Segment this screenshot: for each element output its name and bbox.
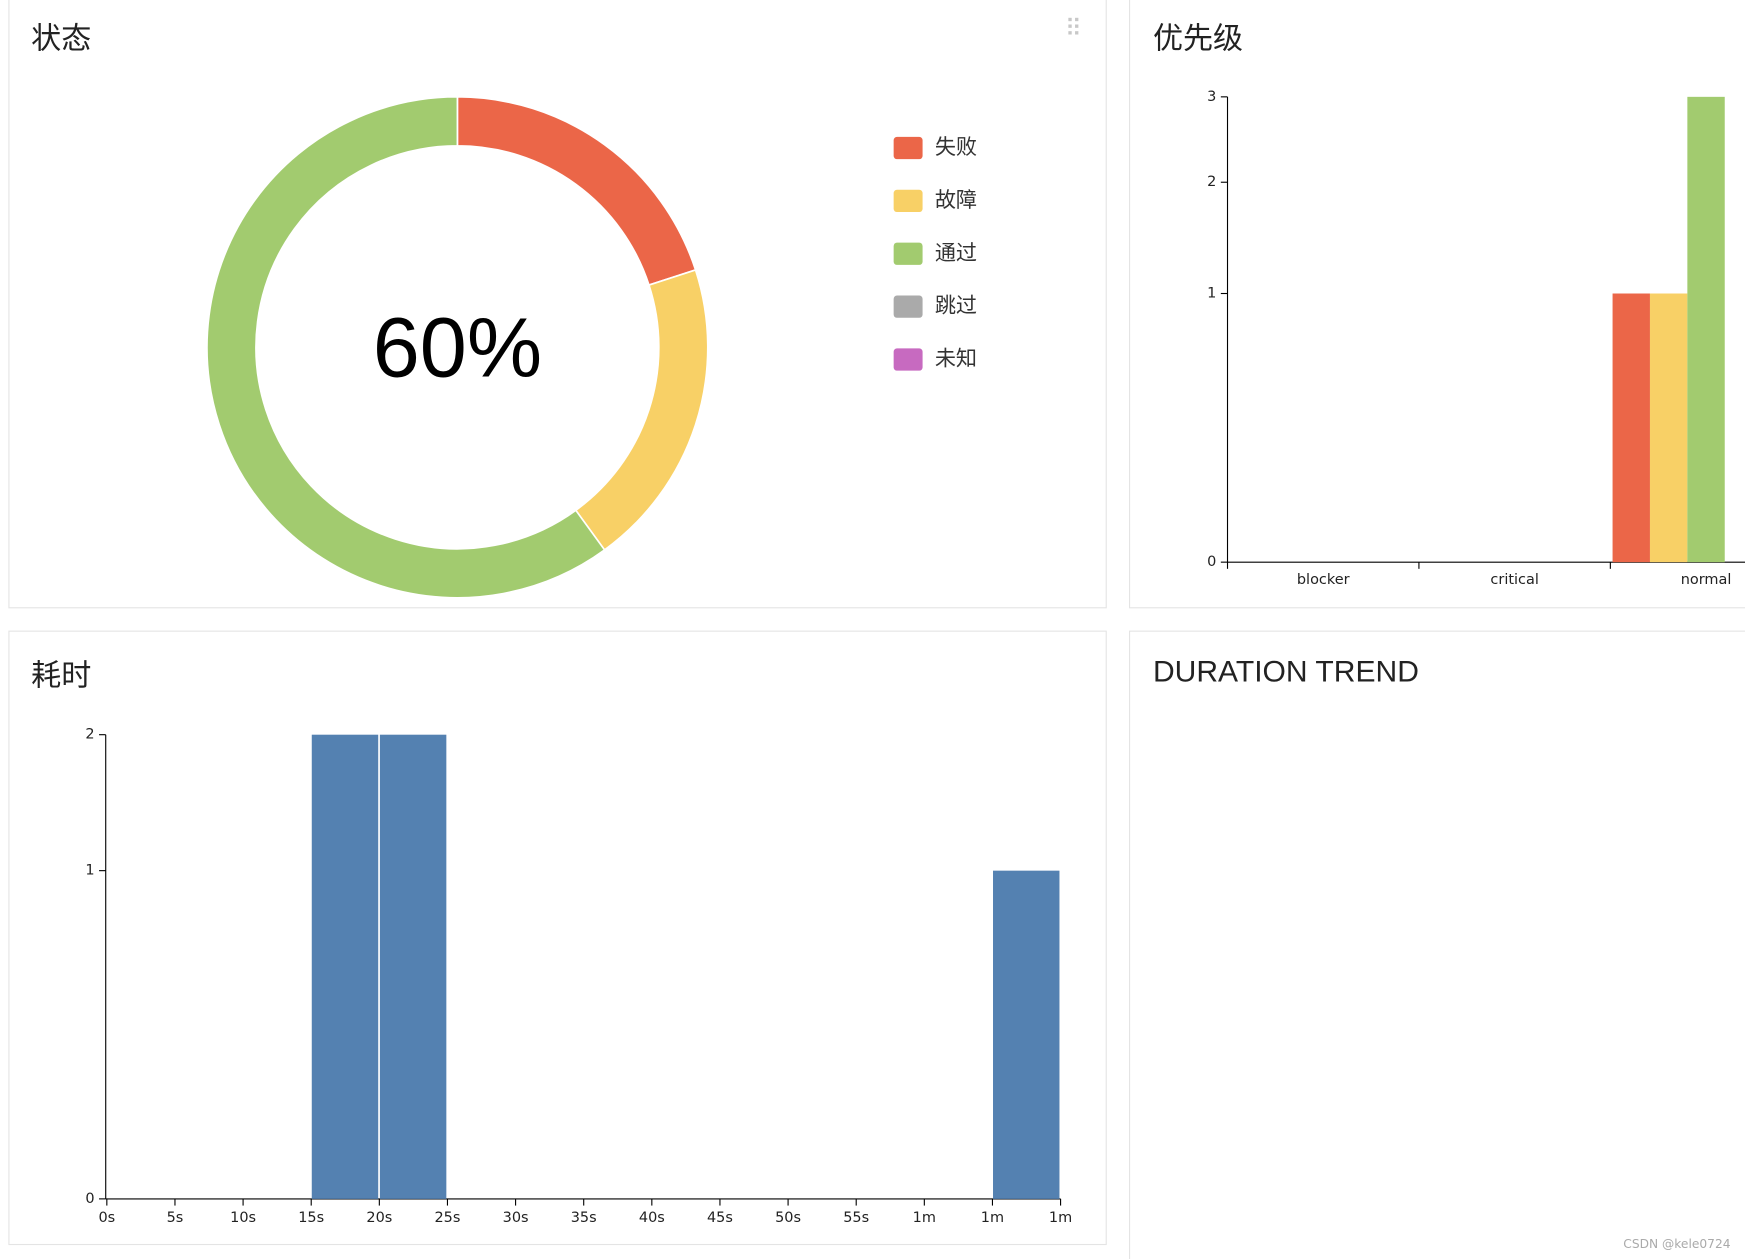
x-tick-label: 50s bbox=[775, 1210, 801, 1226]
y-tick-label: 0 bbox=[85, 1191, 94, 1207]
x-tick-label: 40s bbox=[639, 1210, 665, 1226]
x-tick-label: 20s bbox=[366, 1210, 392, 1226]
x-tick-label: 35s bbox=[571, 1210, 597, 1226]
widget-title: 耗时 bbox=[31, 658, 91, 693]
legend-swatch[interactable] bbox=[893, 348, 923, 371]
x-tick-label: blocker bbox=[1297, 572, 1350, 588]
legend-swatch[interactable] bbox=[893, 295, 923, 318]
y-tick-label: 3 bbox=[1207, 89, 1216, 105]
x-tick-label: 30s bbox=[503, 1210, 529, 1226]
histogram-bar bbox=[379, 734, 447, 1199]
y-tick-label: 2 bbox=[1207, 174, 1216, 190]
widget-panel bbox=[8, 0, 1107, 609]
center-label: 60% bbox=[373, 299, 542, 394]
x-tick-label: 1m bbox=[1049, 1210, 1072, 1226]
widget-title: 优先级 bbox=[1153, 22, 1243, 57]
x-tick-label: 45s bbox=[707, 1210, 733, 1226]
y-tick-label: 1 bbox=[1207, 286, 1216, 302]
legend-label[interactable]: 故障 bbox=[935, 187, 977, 212]
widget-panel bbox=[1129, 630, 1745, 1259]
bar bbox=[1649, 293, 1688, 563]
legend-label[interactable]: 跳过 bbox=[935, 293, 977, 318]
x-tick-label: 55s bbox=[843, 1210, 869, 1226]
bar bbox=[1687, 96, 1725, 563]
x-tick-label: 10s bbox=[230, 1210, 256, 1226]
x-tick-label: normal bbox=[1681, 572, 1732, 588]
widget-panel bbox=[8, 630, 1107, 1246]
x-tick-label: 15s bbox=[298, 1210, 324, 1226]
x-tick-label: critical bbox=[1490, 572, 1538, 588]
bar bbox=[1612, 293, 1650, 563]
legend-label[interactable]: 失败 bbox=[935, 134, 977, 159]
widget-title: DURATION TREND bbox=[1153, 655, 1419, 688]
x-tick-label: 25s bbox=[434, 1210, 460, 1226]
y-tick-label: 2 bbox=[85, 727, 94, 743]
donut-slice bbox=[206, 96, 606, 599]
watermark: CSDN @kele0724 bbox=[1623, 1237, 1730, 1251]
legend-swatch[interactable] bbox=[893, 242, 923, 265]
drag-handle[interactable] bbox=[1068, 17, 1079, 35]
x-tick-label: 1m bbox=[913, 1210, 936, 1226]
widget-title: 状态 bbox=[31, 22, 91, 57]
x-tick-label: 5s bbox=[167, 1210, 184, 1226]
legend-swatch[interactable] bbox=[893, 136, 923, 160]
legend-swatch[interactable] bbox=[893, 189, 923, 213]
legend-label[interactable]: 未知 bbox=[935, 346, 977, 371]
legend-label[interactable]: 通过 bbox=[935, 240, 977, 265]
histogram-bar bbox=[993, 870, 1060, 1199]
x-tick-label: 0s bbox=[98, 1210, 115, 1226]
x-tick-label: 1m bbox=[981, 1210, 1004, 1226]
histogram-bar bbox=[311, 734, 379, 1199]
y-tick-label: 1 bbox=[85, 863, 94, 879]
y-tick-label: 0 bbox=[1207, 554, 1216, 570]
